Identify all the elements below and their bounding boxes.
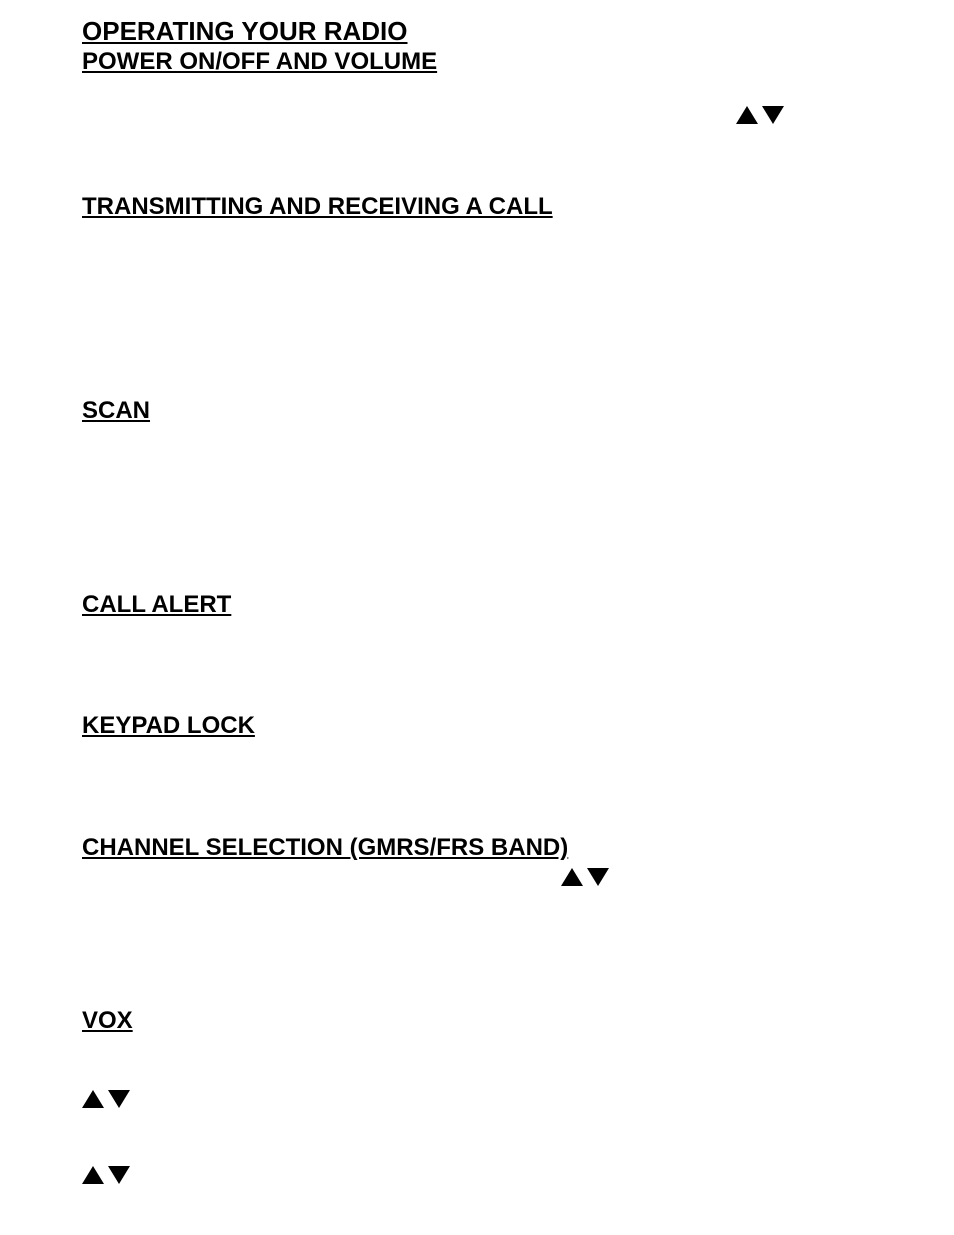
triangle-down-icon [762,106,784,124]
triangle-down-icon [108,1090,130,1108]
up-down-icon-group-4 [82,1166,130,1184]
heading-vox: VOX [82,1007,133,1035]
triangle-up-icon [82,1166,104,1184]
triangle-down-icon [587,868,609,886]
heading-power-on-off: POWER ON/OFF AND VOLUME [82,48,437,76]
triangle-up-icon [736,106,758,124]
triangle-up-icon [561,868,583,886]
heading-call-alert: CALL ALERT [82,591,231,619]
triangle-up-icon [82,1090,104,1108]
triangle-down-icon [108,1166,130,1184]
heading-scan: SCAN [82,397,150,425]
heading-channel-selection: CHANNEL SELECTION (GMRS/FRS BAND) [82,834,568,862]
up-down-icon-group-2 [561,868,609,886]
heading-operating-your-radio: OPERATING YOUR RADIO [82,16,408,47]
heading-transmitting-receiving: TRANSMITTING AND RECEIVING A CALL [82,193,553,221]
up-down-icon-group-3 [82,1090,130,1108]
heading-keypad-lock: KEYPAD LOCK [82,712,255,740]
up-down-icon-group-1 [736,106,784,124]
page: OPERATING YOUR RADIO POWER ON/OFF AND VO… [0,0,954,1235]
